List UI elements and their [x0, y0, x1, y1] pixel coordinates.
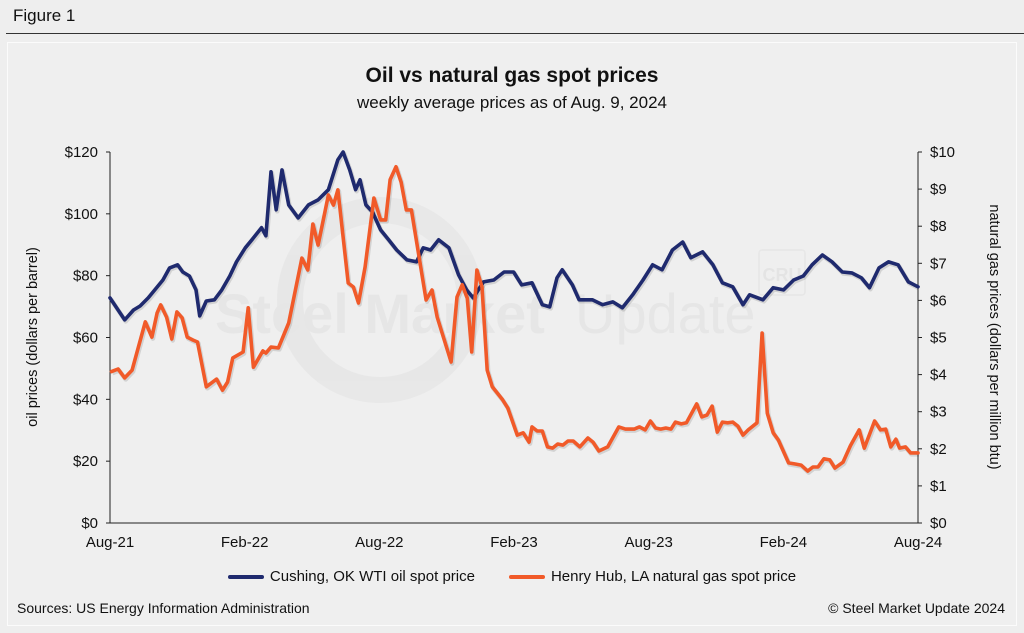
x-tick-label: Feb-24 [760, 534, 808, 551]
watermark-circle [277, 197, 483, 403]
watermark-text-bold: Steel Market [215, 282, 545, 345]
y-tick-label-right: $2 [930, 441, 947, 458]
y-tick-label-right: $3 [930, 404, 947, 421]
x-tick-label: Aug-23 [624, 534, 672, 551]
y-tick-label-right: $6 [930, 292, 947, 309]
y-tick-label-right: $8 [930, 218, 947, 235]
figure-label: Figure 1 [13, 6, 76, 25]
legend: Cushing, OK WTI oil spot price Henry Hub… [0, 568, 1024, 585]
y-tick-label-left: $0 [81, 515, 98, 532]
y-tick-label-left: $80 [73, 268, 98, 285]
y-tick-label-right: $1 [930, 478, 947, 495]
y-tick-label-right: $10 [930, 144, 955, 161]
header-divider [6, 33, 1024, 34]
y-tick-label-left: $20 [73, 453, 98, 470]
source-note: Sources: US Energy Information Administr… [17, 600, 310, 616]
y-tick-label-right: $7 [930, 255, 947, 272]
y-tick-label-right: $4 [930, 367, 947, 384]
legend-swatch-gas [508, 574, 545, 579]
x-tick-label: Feb-23 [490, 534, 538, 551]
y-tick-label-right: $9 [930, 181, 947, 198]
y-tick-label-left: $60 [73, 330, 98, 347]
y-tick-label-right: $0 [930, 515, 947, 532]
watermark-text-light: Update [575, 282, 756, 345]
copyright-note: © Steel Market Update 2024 [828, 600, 1005, 616]
legend-item-gas: Henry Hub, LA natural gas spot price [508, 568, 797, 585]
x-tick-label: Feb-22 [221, 534, 269, 551]
y-axis-label-right: natural gas prices (dollars per million … [986, 204, 1002, 469]
y-axis-label-left: oil prices (dollars per barrel) [25, 247, 41, 427]
y-tick-label-right: $5 [930, 330, 947, 347]
chart-subtitle: weekly average prices as of Aug. 9, 2024 [357, 93, 667, 112]
chart-panel [7, 42, 1017, 626]
y-tick-label-left: $100 [65, 206, 98, 223]
watermark-logo: Steel Market Update CRU [215, 197, 806, 403]
oil-price-line [108, 150, 920, 322]
legend-item-oil: Cushing, OK WTI oil spot price [227, 568, 475, 585]
legend-label-oil: Cushing, OK WTI oil spot price [269, 568, 475, 585]
legend-swatch-oil [227, 574, 264, 579]
chart-title: Oil vs natural gas spot prices [365, 64, 659, 87]
x-tick-label: Aug-21 [86, 534, 134, 551]
y-tick-label-left: $40 [73, 391, 98, 408]
gas-price-line [109, 165, 920, 473]
legend-label-gas: Henry Hub, LA natural gas spot price [550, 568, 797, 585]
x-tick-label: Aug-24 [894, 534, 942, 551]
y-tick-label-left: $120 [65, 144, 98, 161]
x-tick-label: Aug-22 [355, 534, 403, 551]
